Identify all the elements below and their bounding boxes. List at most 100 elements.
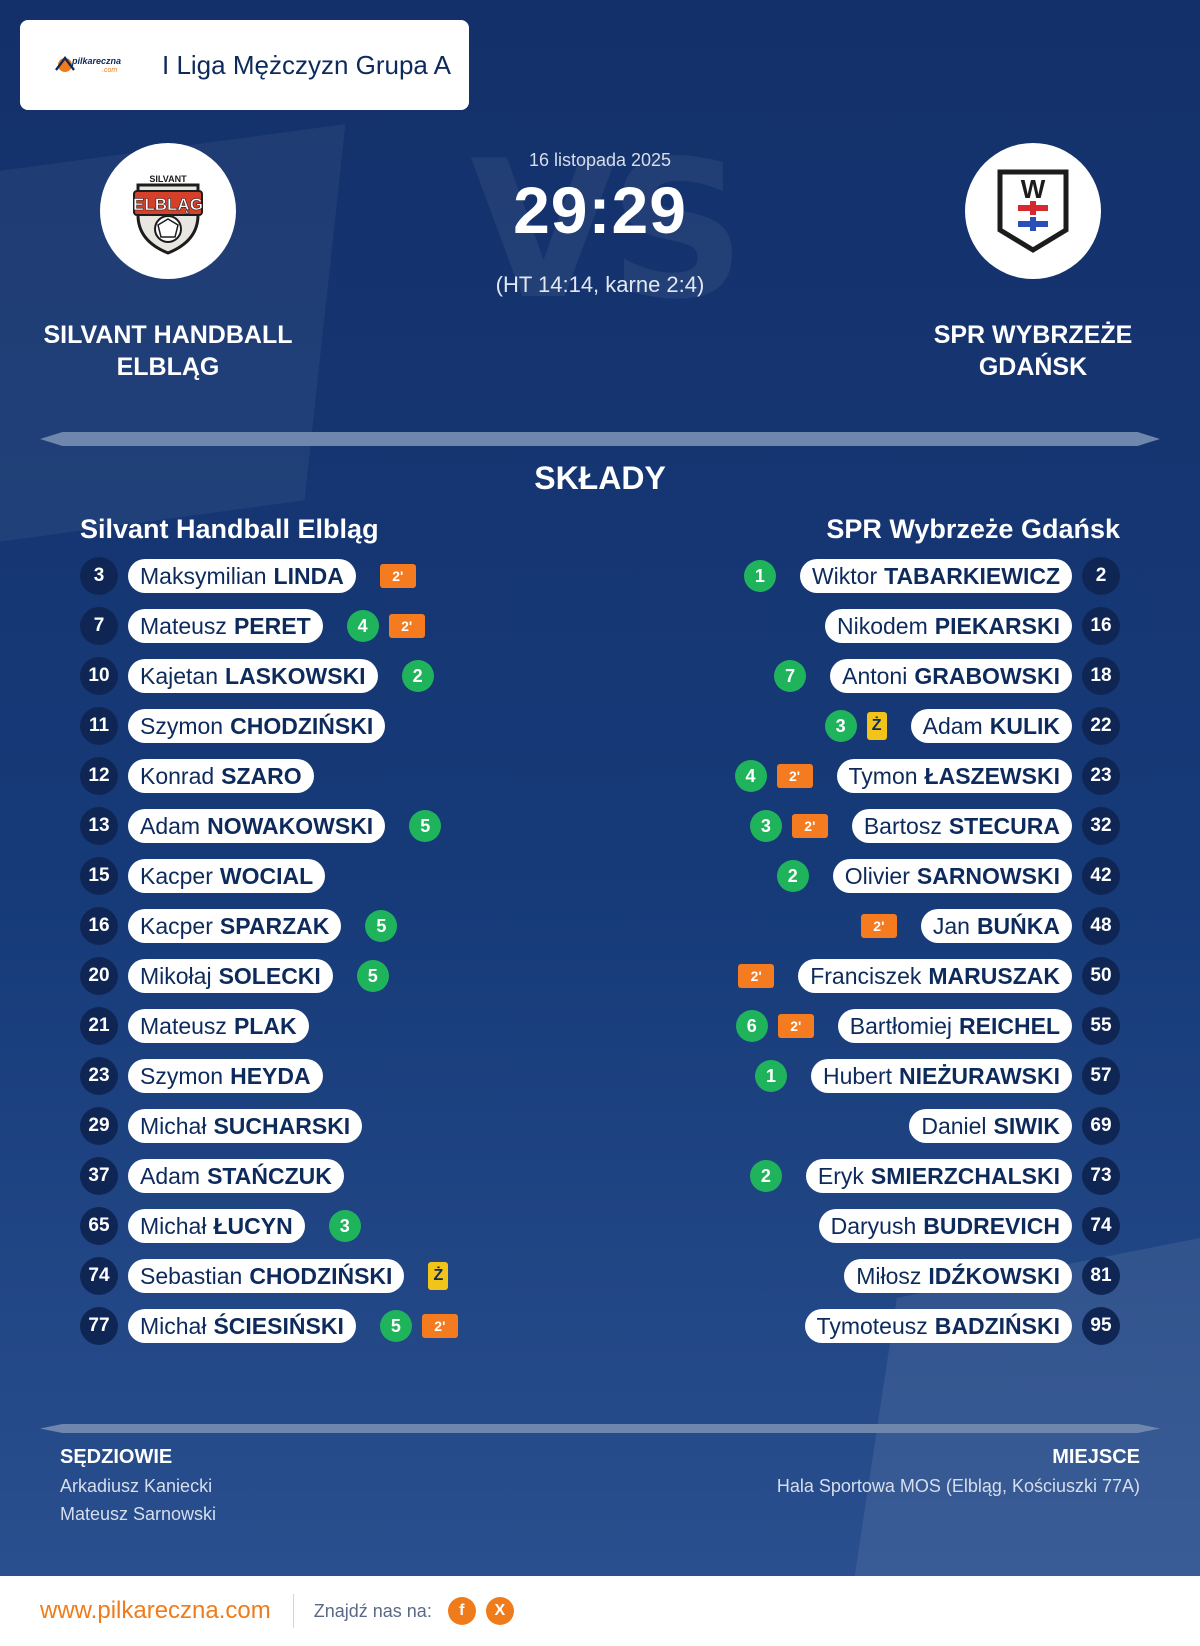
goals-badge: 2 — [749, 1160, 782, 1192]
shirt-number: 50 — [1082, 957, 1120, 995]
handball-logo-icon: SILVANT ELBLĄG — [133, 174, 203, 255]
player-first-name: Olivier — [844, 862, 910, 889]
goals-badge: 5 — [379, 1310, 412, 1342]
home-team-name: SILVANT HANDBALL ELBLĄG — [43, 321, 293, 381]
player-name: Szymon CHODZIŃSKI — [128, 709, 386, 743]
shirt-number: 2 — [1082, 557, 1120, 595]
shirt-number: 73 — [1082, 1157, 1120, 1195]
player-first-name: Szymon — [140, 712, 224, 739]
venue: Hala Sportowa MOS (Elbląg, Kościuszki 77… — [776, 1476, 1140, 1496]
player-first-name: Bartłomiej — [849, 1012, 953, 1039]
player-name: Adam NOWAKOWSKI — [128, 809, 386, 843]
shirt-number: 29 — [80, 1107, 118, 1145]
player-name: Antoni GRABOWSKI — [830, 659, 1072, 693]
player-first-name: Jan — [932, 912, 970, 939]
away-lineup-title: SPR Wybrzeże Gdańsk — [826, 514, 1120, 544]
player-last-name: BUŃKA — [976, 912, 1060, 939]
player-last-name: WOCIAL — [219, 862, 314, 889]
shirt-number: 21 — [80, 1007, 118, 1045]
shirt-number: 23 — [1082, 757, 1120, 795]
player-first-name: Michał — [140, 1112, 207, 1139]
player-name: Franciszek MARUSZAK — [798, 959, 1072, 993]
player-name: Jan BUŃKA — [920, 909, 1072, 943]
player-row: 16 Kacper SPARZAK 5 — [80, 907, 398, 945]
shirt-number: 15 — [80, 857, 118, 895]
facebook-icon[interactable]: f — [447, 1597, 476, 1625]
goals-badge: 3 — [824, 710, 857, 742]
shirt-number: 95 — [1082, 1307, 1120, 1345]
divider — [40, 432, 1160, 446]
player-row: 37 Adam STAŃCZUK — [80, 1157, 344, 1195]
shirt-number: 77 — [80, 1307, 118, 1345]
goals-badge: 5 — [409, 810, 442, 842]
player-last-name: ŁUCYN — [213, 1212, 293, 1239]
player-first-name: Tymon — [848, 762, 918, 789]
player-last-name: IDŹKOWSKI — [928, 1262, 1060, 1289]
shirt-number: 65 — [80, 1207, 118, 1245]
shirt-number: 16 — [1082, 607, 1120, 645]
player-first-name: Miłosz — [856, 1262, 922, 1289]
shirt-number: 37 — [80, 1157, 118, 1195]
player-last-name: SZARO — [221, 762, 302, 789]
player-first-name: Mateusz — [140, 1012, 227, 1039]
player-first-name: Bartosz — [863, 812, 942, 839]
player-first-name: Michał — [140, 1312, 207, 1339]
player-first-name: Adam — [922, 712, 983, 739]
player-row: 74 Sebastian CHODZIŃSKI Ż — [80, 1257, 449, 1295]
player-first-name: Konrad — [140, 762, 215, 789]
goals-badge: 2 — [776, 860, 809, 892]
player-row: 10 Kajetan LASKOWSKI 2 — [80, 657, 434, 695]
shirt-number: 57 — [1082, 1057, 1120, 1095]
player-first-name: Daryush — [830, 1212, 917, 1239]
shirt-number: 69 — [1082, 1107, 1120, 1145]
goals-badge: 4 — [346, 610, 379, 642]
svg-text:ELBLĄG: ELBLĄG — [133, 195, 203, 214]
section-title: SKŁADY — [534, 460, 666, 496]
league-card: pilkareczna .com I Liga Mężczyzn Grupa A — [20, 20, 469, 110]
suspension-badge: 2' — [777, 1014, 814, 1038]
site-link[interactable]: www.pilkareczna.com — [40, 1597, 271, 1624]
player-row: 16 Nikodem PIEKARSKI — [824, 607, 1120, 645]
player-name: Michał SUCHARSKI — [128, 1109, 363, 1143]
player-last-name: SOLECKI — [218, 962, 321, 989]
shirt-number: 32 — [1082, 807, 1120, 845]
shirt-number: 10 — [80, 657, 118, 695]
player-name: Wiktor TABARKIEWICZ — [799, 559, 1072, 593]
suspension-badge: 2' — [791, 814, 828, 838]
goals-badge: 5 — [365, 910, 398, 942]
player-last-name: GRABOWSKI — [914, 662, 1060, 689]
shirt-number: 13 — [80, 807, 118, 845]
player-first-name: Nikodem — [836, 612, 928, 639]
shirt-number: 16 — [80, 907, 118, 945]
player-last-name: SMIERZCHALSKI — [870, 1162, 1060, 1189]
player-first-name: Mikołaj — [140, 962, 212, 989]
x-icon[interactable]: X — [485, 1597, 514, 1625]
player-name: Hubert NIEŻURAWSKI — [810, 1059, 1072, 1093]
player-last-name: ŚCIESIŃSKI — [213, 1312, 344, 1339]
player-row: 11 Szymon CHODZIŃSKI — [80, 707, 386, 745]
player-name: Szymon HEYDA — [128, 1059, 323, 1093]
player-last-name: TABARKIEWICZ — [884, 562, 1060, 589]
divider — [40, 1424, 1160, 1433]
shirt-number: 12 — [80, 757, 118, 795]
player-first-name: Tymoteusz — [816, 1312, 928, 1339]
player-first-name: Eryk — [817, 1162, 864, 1189]
player-name: Tymoteusz BADZIŃSKI — [804, 1309, 1072, 1343]
player-row: 18 Antoni GRABOWSKI 7 — [774, 657, 1120, 695]
player-row: 21 Mateusz PLAK — [80, 1007, 309, 1045]
wybrzeze-logo-icon: W — [997, 169, 1069, 253]
shirt-number: 74 — [1082, 1207, 1120, 1245]
player-row: 23 Szymon HEYDA — [80, 1057, 323, 1095]
player-first-name: Daniel — [921, 1112, 987, 1139]
shirt-number: 7 — [80, 607, 118, 645]
player-name: Konrad SZARO — [128, 759, 314, 793]
svg-text:W: W — [1021, 174, 1046, 204]
player-last-name: REICHEL — [959, 1012, 1060, 1039]
goals-badge: 1 — [743, 560, 776, 592]
player-last-name: BADZIŃSKI — [934, 1312, 1060, 1339]
venue-title: MIEJSCE — [1052, 1446, 1140, 1468]
goals-badge: 3 — [749, 810, 782, 842]
player-row: 12 Konrad SZARO — [80, 757, 314, 795]
away-team-logo: W — [965, 143, 1101, 279]
player-row: 48 Jan BUŃKA 2' — [860, 907, 1120, 945]
